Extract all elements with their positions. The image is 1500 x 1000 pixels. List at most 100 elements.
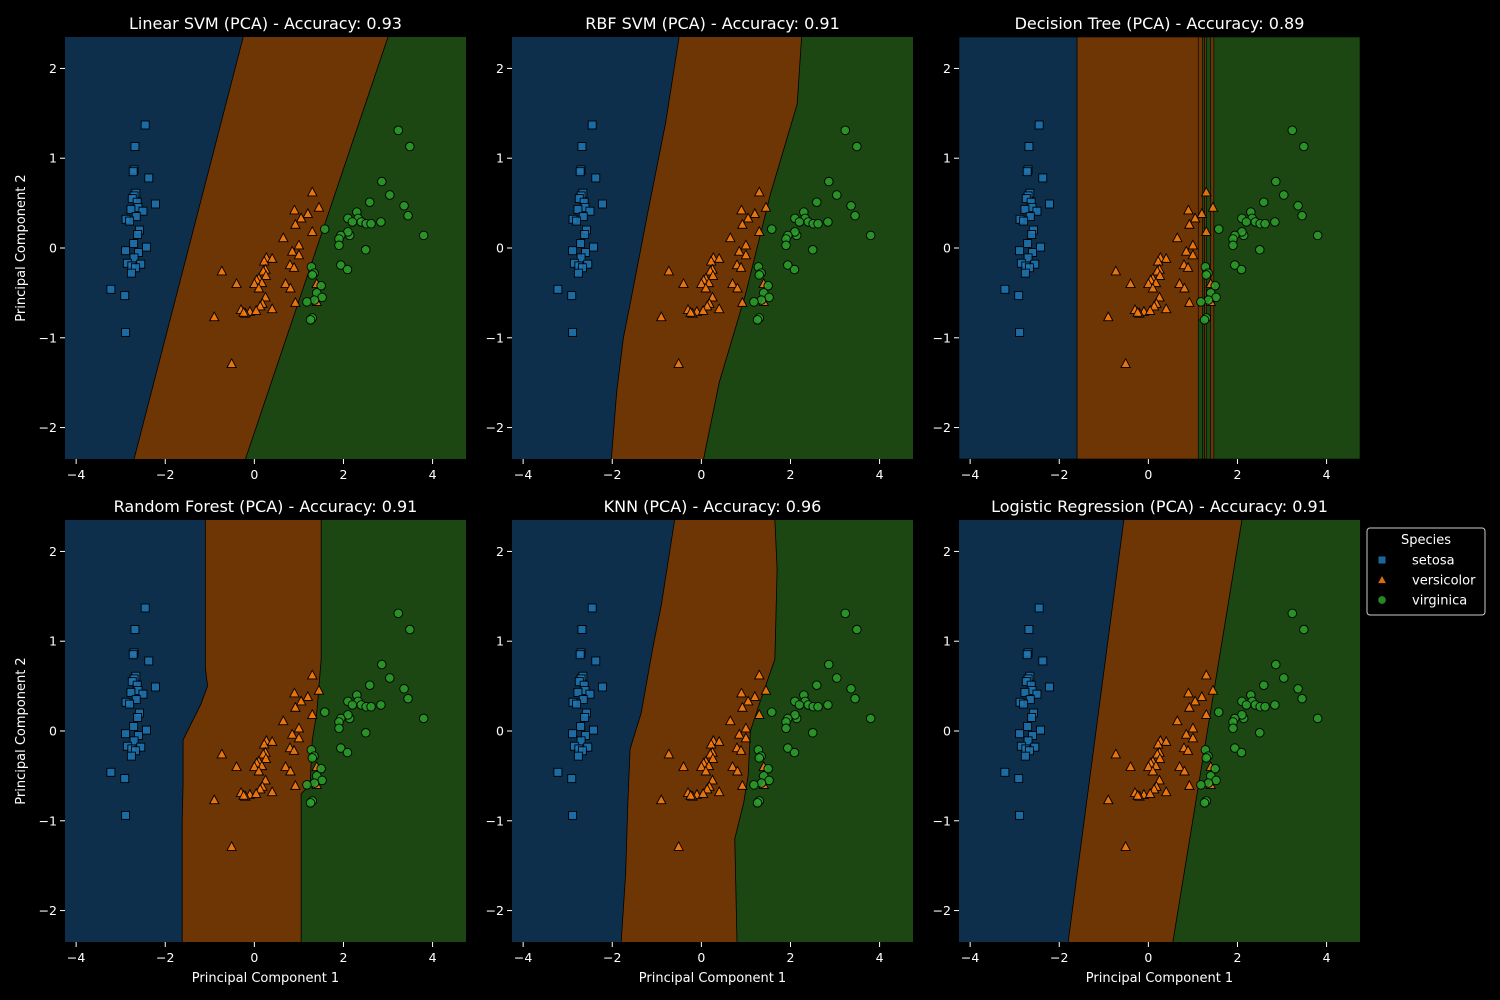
point-virginica <box>1254 728 1265 738</box>
point-versicolor <box>1187 732 1199 743</box>
point-setosa <box>150 199 160 209</box>
point-virginica <box>1236 747 1247 758</box>
point-versicolor <box>260 269 272 280</box>
region-virginica <box>1197 319 1204 459</box>
point-setosa <box>1020 204 1030 214</box>
point-versicolor <box>707 774 718 785</box>
x-tick-label: 0 <box>697 467 705 482</box>
point-virginica <box>852 141 862 152</box>
point-versicolor <box>707 752 719 763</box>
x-tick-label: 2 <box>786 467 794 482</box>
point-versicolor <box>696 277 707 288</box>
legend-label-setosa: setosa <box>1412 554 1455 569</box>
point-virginica <box>1214 707 1224 717</box>
point-setosa <box>573 268 583 278</box>
point-virginica <box>1210 280 1220 291</box>
point-setosa <box>1025 212 1035 222</box>
point-setosa <box>1022 167 1032 177</box>
point-versicolor <box>254 300 266 311</box>
point-versicolor <box>1143 277 1154 288</box>
point-virginica <box>789 747 800 758</box>
y-tick-label: 2 <box>496 544 504 559</box>
point-versicolor <box>705 255 717 266</box>
point-setosa <box>1022 650 1032 660</box>
axes: −4 −2 0 2 4 −2 −1 0 1 2 <box>39 61 437 482</box>
point-versicolor <box>685 789 697 800</box>
point-setosa <box>1038 173 1048 183</box>
point-versicolor <box>727 760 738 771</box>
point-versicolor <box>226 357 237 368</box>
point-virginica <box>1241 700 1252 710</box>
point-virginica <box>1293 684 1303 694</box>
point-versicolor <box>697 304 709 315</box>
y-axis-label: Principal Component 2 <box>14 657 29 804</box>
point-versicolor <box>258 738 270 749</box>
point-virginica <box>1299 141 1309 152</box>
point-setosa <box>1015 729 1025 739</box>
point-virginica <box>305 798 316 808</box>
point-versicolor <box>760 201 772 212</box>
point-versicolor <box>753 708 765 719</box>
point-versicolor <box>254 783 266 794</box>
point-setosa <box>1020 751 1030 761</box>
subplot-title: RBF SVM (PCA) - Accuracy: 0.91 <box>585 14 840 33</box>
point-virginica <box>767 707 777 717</box>
point-virginica <box>1199 315 1210 325</box>
point-versicolor <box>685 306 697 317</box>
point-setosa <box>553 767 563 777</box>
point-setosa <box>134 248 143 257</box>
boundary-versicolor-virginica <box>300 520 322 942</box>
point-setosa <box>125 699 135 709</box>
x-axis-label: Principal Component 1 <box>639 971 786 986</box>
point-versicolor <box>736 687 747 698</box>
point-virginica <box>824 659 834 670</box>
x-tick-label: −4 <box>67 467 85 482</box>
point-virginica <box>1196 780 1206 790</box>
point-versicolor <box>260 752 272 763</box>
point-setosa <box>1034 120 1044 130</box>
point-versicolor <box>306 225 318 236</box>
point-versicolor <box>655 311 667 322</box>
point-versicolor <box>733 728 745 739</box>
axes: −4 −2 0 2 4 −2 −1 0 1 2 <box>486 544 884 965</box>
point-versicolor <box>736 204 747 215</box>
scatter-points <box>553 120 876 368</box>
point-virginica <box>347 700 358 710</box>
point-versicolor <box>266 786 278 797</box>
decision-regions <box>65 37 466 459</box>
x-tick-label: 0 <box>697 950 705 965</box>
point-versicolor <box>289 204 300 215</box>
point-virginica <box>334 240 344 251</box>
legend-marker-setosa <box>1377 555 1387 565</box>
y-tick-label: −2 <box>39 420 57 435</box>
point-setosa <box>575 167 585 177</box>
point-setosa <box>577 142 587 151</box>
point-versicolor <box>288 261 300 272</box>
point-setosa <box>130 142 140 151</box>
point-versicolor <box>238 789 250 800</box>
point-versicolor <box>760 684 772 695</box>
point-versicolor <box>250 787 262 798</box>
subplot-3: −4 −2 0 2 4 −2 −1 0 1 2 Decision Tree (PCA) - Accu… <box>933 14 1360 482</box>
y-tick-label: 0 <box>496 241 504 256</box>
point-versicolor <box>724 232 736 243</box>
point-versicolor <box>1160 252 1172 263</box>
x-tick-label: 0 <box>1144 467 1152 482</box>
point-setosa <box>142 242 151 252</box>
point-versicolor <box>1102 794 1114 805</box>
point-setosa <box>1020 687 1030 697</box>
point-setosa <box>1014 774 1024 784</box>
point-versicolor <box>216 748 228 759</box>
point-virginica <box>794 700 805 710</box>
y-tick-label: −1 <box>486 330 504 345</box>
point-versicolor <box>295 695 307 706</box>
x-tick-label: 4 <box>429 950 437 965</box>
point-setosa <box>1000 284 1010 294</box>
point-virginica <box>783 260 793 270</box>
point-setosa <box>142 725 151 735</box>
point-setosa <box>1028 248 1037 257</box>
point-versicolor <box>250 304 262 315</box>
y-tick-label: 2 <box>943 61 951 76</box>
point-setosa <box>121 246 131 256</box>
point-versicolor <box>266 252 278 263</box>
